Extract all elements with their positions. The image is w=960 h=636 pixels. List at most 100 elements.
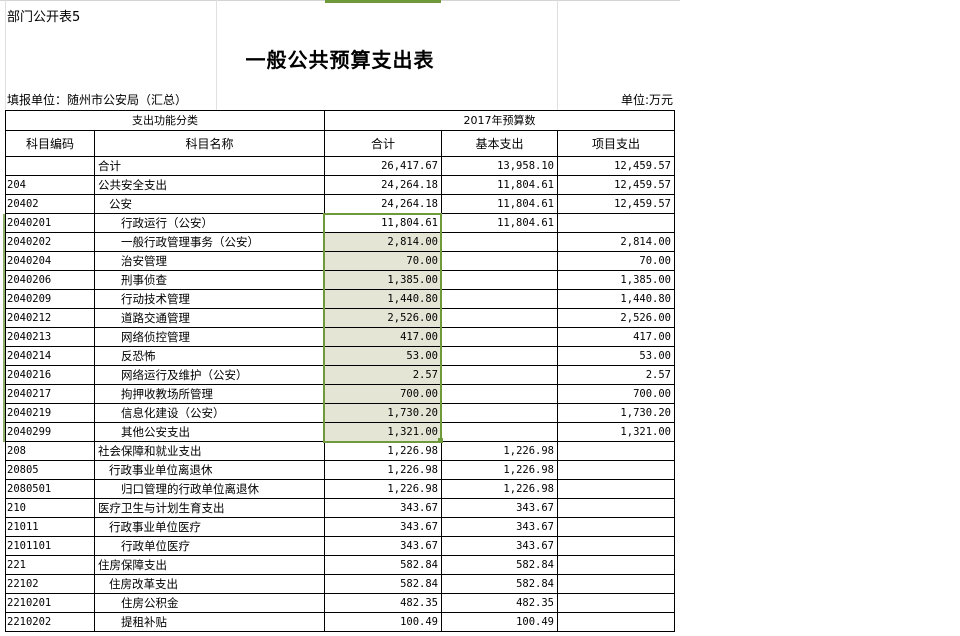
cell-name[interactable]: 治安管理	[94, 251, 325, 271]
cell-name[interactable]: 社会保障和就业支出	[94, 441, 325, 461]
cell-code[interactable]: 2040219	[5, 403, 95, 423]
cell-name[interactable]: 拘押收教场所管理	[94, 384, 325, 404]
cell-project[interactable]: 1,440.80	[557, 289, 675, 309]
cell-total[interactable]: 343.67	[324, 498, 442, 518]
cell-code[interactable]: 2040217	[5, 384, 95, 404]
cell-total[interactable]: 343.67	[324, 536, 442, 556]
cell-code[interactable]: 2040216	[5, 365, 95, 385]
cell-basic[interactable]	[441, 232, 558, 252]
cell-name[interactable]: 其他公安支出	[94, 422, 325, 442]
cell-total[interactable]: 24,264.18	[324, 194, 442, 214]
cell-total[interactable]: 1,226.98	[324, 441, 442, 461]
cell-total[interactable]: 11,804.61	[324, 213, 442, 233]
cell-project[interactable]	[557, 479, 675, 499]
cell-code[interactable]: 2040206	[5, 270, 95, 290]
cell-total[interactable]: 100.49	[324, 612, 442, 632]
cell-total[interactable]: 2.57	[324, 365, 442, 385]
cell-name[interactable]: 一般行政管理事务（公安）	[94, 232, 325, 252]
cell-name[interactable]: 医疗卫生与计划生育支出	[94, 498, 325, 518]
cell-project[interactable]: 70.00	[557, 251, 675, 271]
cell-basic[interactable]: 1,226.98	[441, 441, 558, 461]
cell-name[interactable]: 公安	[94, 194, 325, 214]
cell-name[interactable]: 行政单位医疗	[94, 536, 325, 556]
cell-name[interactable]: 行政运行（公安）	[94, 213, 325, 233]
header-budget-year[interactable]: 2017年预算数	[324, 110, 675, 131]
cell-total[interactable]: 53.00	[324, 346, 442, 366]
cell-project[interactable]: 700.00	[557, 384, 675, 404]
cell-name[interactable]: 网络侦控管理	[94, 327, 325, 347]
cell-total[interactable]: 24,264.18	[324, 175, 442, 195]
cell-basic[interactable]	[441, 403, 558, 423]
cell-basic[interactable]: 1,226.98	[441, 479, 558, 499]
cell-basic[interactable]: 482.35	[441, 593, 558, 613]
cell-basic[interactable]	[441, 346, 558, 366]
cell-code[interactable]: 22102	[5, 574, 95, 594]
cell-name[interactable]: 归口管理的行政单位离退休	[94, 479, 325, 499]
cell-code[interactable]: 2210201	[5, 593, 95, 613]
cell-basic[interactable]: 343.67	[441, 498, 558, 518]
cell-project[interactable]	[557, 460, 675, 480]
cell-total[interactable]: 417.00	[324, 327, 442, 347]
cell-total[interactable]: 482.35	[324, 593, 442, 613]
cell-code[interactable]: 2040212	[5, 308, 95, 328]
cell-code[interactable]: 2080501	[5, 479, 95, 499]
cell-name[interactable]: 公共安全支出	[94, 175, 325, 195]
cell-project[interactable]: 1,321.00	[557, 422, 675, 442]
cell-basic[interactable]	[441, 327, 558, 347]
cell-code[interactable]: 208	[5, 441, 95, 461]
cell-basic[interactable]: 11,804.61	[441, 213, 558, 233]
cell-total[interactable]: 1,226.98	[324, 460, 442, 480]
cell-basic[interactable]: 343.67	[441, 536, 558, 556]
cell-name[interactable]: 道路交通管理	[94, 308, 325, 328]
cell-name[interactable]: 提租补贴	[94, 612, 325, 632]
cell-code[interactable]: 221	[5, 555, 95, 575]
cell-project[interactable]	[557, 593, 675, 613]
cell-total[interactable]: 582.84	[324, 555, 442, 575]
cell-project[interactable]: 12,459.57	[557, 175, 675, 195]
cell-project[interactable]: 2,526.00	[557, 308, 675, 328]
cell-name[interactable]: 住房改革支出	[94, 574, 325, 594]
header-total[interactable]: 合计	[324, 130, 442, 157]
cell-project[interactable]: 53.00	[557, 346, 675, 366]
cell-code[interactable]: 20402	[5, 194, 95, 214]
cell-basic[interactable]	[441, 308, 558, 328]
cell-total[interactable]: 1,321.00	[324, 422, 442, 442]
sheet-label[interactable]: 部门公开表5	[7, 10, 81, 25]
cell-code[interactable]: 21011	[5, 517, 95, 537]
cell-code[interactable]: 204	[5, 175, 95, 195]
cell-code[interactable]: 2040202	[5, 232, 95, 252]
cell-project[interactable]: 417.00	[557, 327, 675, 347]
cell-code[interactable]: 2101101	[5, 536, 95, 556]
cell-total[interactable]: 1,730.20	[324, 403, 442, 423]
fill-handle[interactable]	[438, 438, 443, 443]
cell-basic[interactable]	[441, 422, 558, 442]
cell-name[interactable]: 行政事业单位医疗	[94, 517, 325, 537]
cell-name[interactable]: 行政事业单位离退休	[94, 460, 325, 480]
cell-total[interactable]: 1,385.00	[324, 270, 442, 290]
cell-code[interactable]: 2040213	[5, 327, 95, 347]
cell-basic[interactable]	[441, 289, 558, 309]
cell-basic[interactable]: 11,804.61	[441, 175, 558, 195]
currency-unit[interactable]: 单位:万元	[620, 93, 673, 107]
cell-project[interactable]	[557, 612, 675, 632]
cell-name[interactable]: 合计	[94, 156, 325, 176]
cell-project[interactable]: 2.57	[557, 365, 675, 385]
header-name[interactable]: 科目名称	[94, 130, 325, 157]
cell-project[interactable]	[557, 517, 675, 537]
cell-basic[interactable]: 1,226.98	[441, 460, 558, 480]
header-project[interactable]: 项目支出	[557, 130, 675, 157]
cell-name[interactable]: 网络运行及维护（公安）	[94, 365, 325, 385]
cell-total[interactable]: 582.84	[324, 574, 442, 594]
cell-total[interactable]: 2,526.00	[324, 308, 442, 328]
cell-total[interactable]: 1,226.98	[324, 479, 442, 499]
cell-basic[interactable]: 582.84	[441, 555, 558, 575]
header-function-category[interactable]: 支出功能分类	[5, 110, 325, 131]
cell-name[interactable]: 住房公积金	[94, 593, 325, 613]
cell-project[interactable]	[557, 536, 675, 556]
cell-total[interactable]: 343.67	[324, 517, 442, 537]
cell-basic[interactable]	[441, 270, 558, 290]
cell-project[interactable]: 12,459.57	[557, 156, 675, 176]
cell-code[interactable]: 2040214	[5, 346, 95, 366]
cell-project[interactable]: 1,730.20	[557, 403, 675, 423]
cell-total[interactable]: 2,814.00	[324, 232, 442, 252]
